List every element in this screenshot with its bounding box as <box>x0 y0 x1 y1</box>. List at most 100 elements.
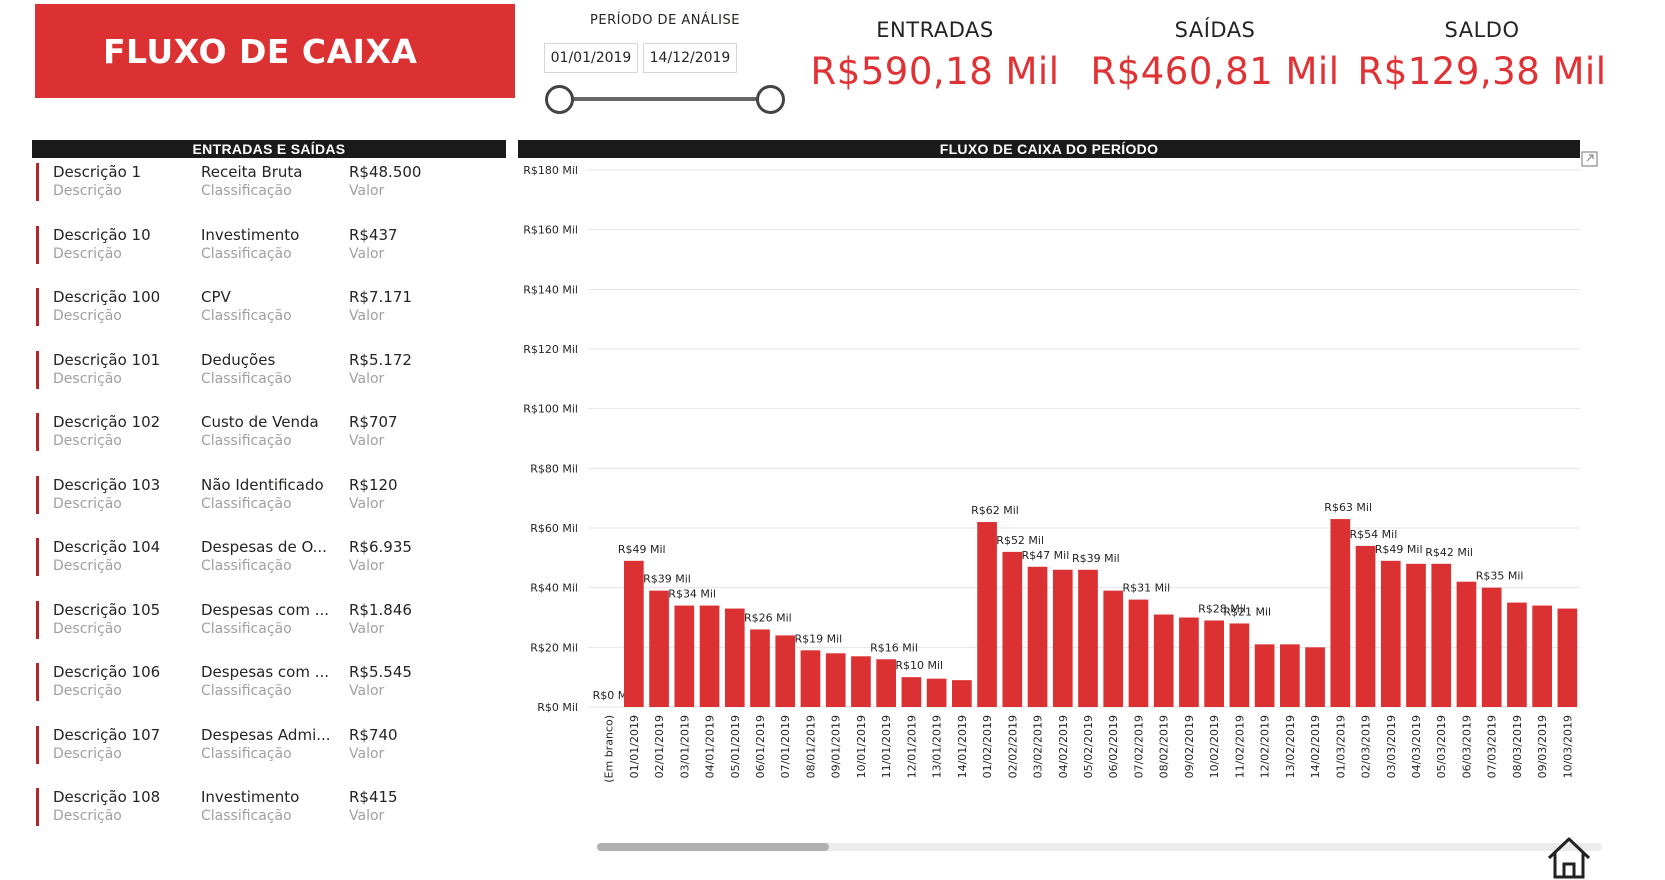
bar[interactable] <box>1380 560 1401 707</box>
valor-label: Valor <box>349 183 385 199</box>
date-slider-end-handle[interactable] <box>756 85 785 114</box>
bar[interactable] <box>1204 620 1224 707</box>
x-tick-label: 04/02/2019 <box>1057 715 1070 778</box>
row-accent-bar <box>36 163 39 201</box>
bar[interactable] <box>1052 569 1073 707</box>
bar[interactable] <box>1179 617 1199 708</box>
x-tick-label: 05/01/2019 <box>729 715 742 778</box>
y-tick-label: R$100 Mil <box>523 403 578 416</box>
x-tick-label: 06/01/2019 <box>754 715 767 778</box>
cashflow-bar-chart[interactable]: R$0 Mil R$20 Mil R$40 Mil R$60 Mil R$80 Mil R… <box>518 160 1600 842</box>
bar[interactable] <box>1103 590 1124 707</box>
classificacao-label: Classificação <box>201 245 292 262</box>
classificacao-value: Despesas de O... <box>201 538 327 556</box>
list-item[interactable]: Descrição 104 Descrição Despesas de O... Cl… <box>36 535 506 598</box>
x-tick-label: 03/02/2019 <box>1032 715 1045 778</box>
list-item[interactable]: Descrição 10 Descrição Investimento Classif… <box>36 223 506 286</box>
valor-label: Valor <box>349 433 385 449</box>
bar[interactable] <box>952 680 972 707</box>
bar[interactable] <box>750 629 770 707</box>
descricao-cell: Descrição 108 Descrição <box>53 787 193 825</box>
bar[interactable] <box>1229 623 1250 707</box>
bar[interactable] <box>1456 581 1477 707</box>
list-item[interactable]: Descrição 106 Descrição Despesas com ... Cl… <box>36 660 506 723</box>
bar[interactable] <box>825 653 846 707</box>
bar[interactable] <box>800 650 821 707</box>
bar[interactable] <box>876 659 896 707</box>
start-date-input[interactable]: 01/01/2019 <box>544 43 638 73</box>
data-label: R$54 Mil <box>1350 528 1398 541</box>
y-tick-label: R$120 Mil <box>523 343 578 356</box>
bar[interactable] <box>1557 608 1578 707</box>
x-tick-label: 14/02/2019 <box>1309 715 1322 778</box>
x-tick-label: (Em branco) <box>603 715 616 783</box>
bar[interactable] <box>1330 519 1351 707</box>
descricao-value: Descrição 103 <box>53 475 161 494</box>
bar[interactable] <box>1078 569 1098 707</box>
x-tick-label: 07/02/2019 <box>1132 715 1145 778</box>
x-tick-label: 01/03/2019 <box>1334 715 1347 778</box>
bar[interactable] <box>649 590 669 707</box>
bar[interactable] <box>977 522 997 707</box>
row-accent-bar <box>36 413 39 451</box>
bar[interactable] <box>1027 566 1048 707</box>
bar[interactable] <box>1153 614 1174 707</box>
bar[interactable] <box>1532 605 1552 707</box>
entries-list[interactable]: Descrição 1 Descrição Receita Bruta Classif… <box>36 160 506 848</box>
bar[interactable] <box>699 605 720 707</box>
list-item[interactable]: Descrição 101 Descrição Deduções Classifica… <box>36 348 506 411</box>
bar[interactable] <box>775 635 796 707</box>
expand-icon[interactable] <box>1580 150 1600 168</box>
data-label: R$52 Mil <box>996 534 1044 547</box>
valor-label: Valor <box>349 620 385 637</box>
bar[interactable] <box>674 605 695 707</box>
bar[interactable] <box>901 677 922 707</box>
end-date-input[interactable]: 14/12/2019 <box>643 43 737 73</box>
classificacao-label: Classificação <box>201 620 292 637</box>
date-slider-start-handle[interactable] <box>545 85 574 114</box>
home-icon[interactable] <box>1545 834 1593 880</box>
classificacao-value: Investimento <box>201 788 300 806</box>
bar[interactable] <box>1406 563 1426 707</box>
bar[interactable] <box>1507 602 1527 707</box>
row-accent-bar <box>36 538 39 576</box>
bar[interactable] <box>624 560 644 707</box>
bar[interactable] <box>1481 587 1502 707</box>
classificacao-label: Classificação <box>201 433 292 449</box>
classificacao-value: Despesas Admi... <box>201 725 331 744</box>
bar[interactable] <box>1431 563 1452 707</box>
descricao-label: Descrição <box>53 683 122 699</box>
data-label: R$10 Mil <box>895 659 943 672</box>
bar[interactable] <box>724 608 745 707</box>
list-item[interactable]: Descrição 103 Descrição Não Identificado Cl… <box>36 473 506 536</box>
date-slider-track[interactable] <box>560 97 772 101</box>
bar[interactable] <box>1254 644 1275 707</box>
list-item[interactable]: Descrição 102 Descrição Custo de Venda Clas… <box>36 410 506 473</box>
bar[interactable] <box>1305 647 1325 707</box>
chart-scrollbar-track[interactable] <box>597 843 1602 851</box>
list-item[interactable]: Descrição 1 Descrição Receita Bruta Classif… <box>36 160 506 223</box>
x-tick-label: 01/02/2019 <box>981 715 994 778</box>
bar[interactable] <box>1280 644 1300 707</box>
classificacao-cell: Receita Bruta Classificação <box>201 162 341 200</box>
list-item[interactable]: Descrição 105 Descrição Despesas com ... Cl… <box>36 598 506 661</box>
x-tick-label: 07/01/2019 <box>779 715 792 778</box>
chart-scrollbar-thumb[interactable] <box>597 843 829 851</box>
classificacao-value: Custo de Venda <box>201 413 319 431</box>
list-item[interactable]: Descrição 107 Descrição Despesas Admi... Cl… <box>36 723 506 786</box>
y-tick-label: R$80 Mil <box>530 462 578 475</box>
classificacao-cell: Investimento Classificação <box>201 225 341 263</box>
bar[interactable] <box>1002 551 1023 707</box>
bar[interactable] <box>851 656 871 707</box>
bar[interactable] <box>1128 599 1149 707</box>
classificacao-cell: Despesas com ... Classificação <box>201 600 341 638</box>
descricao-cell: Descrição 103 Descrição <box>53 475 193 513</box>
data-label: R$34 Mil <box>668 588 716 601</box>
y-tick-label: R$180 Mil <box>523 164 578 177</box>
descricao-value: Descrição 100 <box>53 288 161 306</box>
list-item[interactable]: Descrição 108 Descrição Investimento Classi… <box>36 785 506 848</box>
valor-cell: R$120 Valor <box>349 475 449 513</box>
bar[interactable] <box>926 678 947 707</box>
bar[interactable] <box>1355 545 1376 707</box>
list-item[interactable]: Descrição 100 Descrição CPV Classificação R$… <box>36 285 506 348</box>
